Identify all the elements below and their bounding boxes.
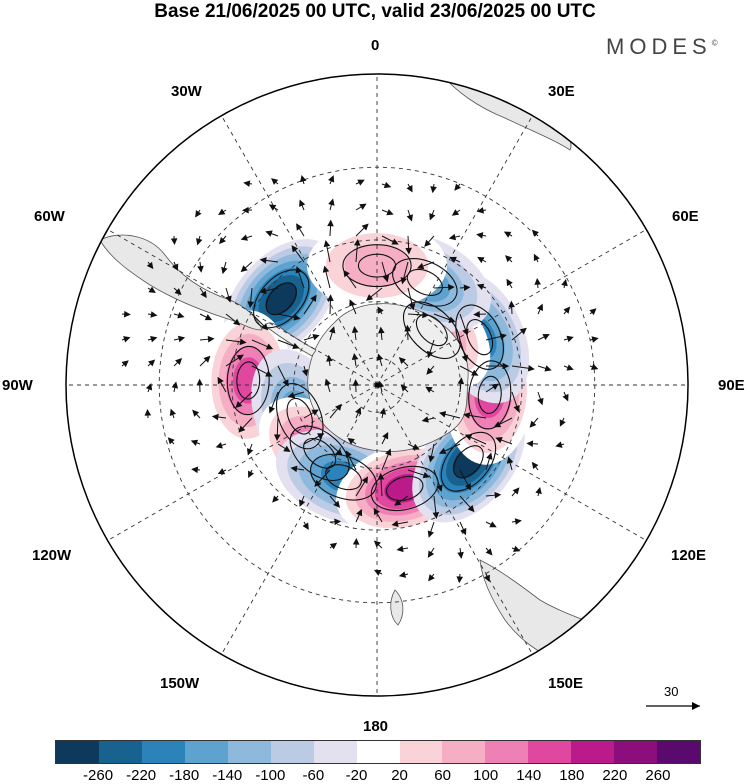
colorbar-tick-label: 140	[516, 767, 541, 784]
colorbar-swatch	[357, 741, 400, 763]
lon-label-90e: 90E	[718, 377, 745, 394]
lon-label-90w: 90W	[2, 377, 33, 394]
colorbar-tick-label: 60	[434, 767, 451, 784]
lon-label-30e: 30E	[548, 83, 575, 100]
lon-label-150e: 150E	[548, 675, 583, 692]
arrow-right-icon	[646, 702, 700, 710]
colorbar-tick-label: -140	[212, 767, 242, 784]
colorbar-swatch	[400, 741, 443, 763]
colorbar-swatch	[571, 741, 614, 763]
colorbar-swatch	[442, 741, 485, 763]
colorbar-swatch	[142, 741, 185, 763]
colorbar-swatch	[485, 741, 528, 763]
lon-label-0: 0	[371, 37, 379, 54]
colorbar-swatch	[185, 741, 228, 763]
colorbar	[55, 740, 701, 764]
colorbar-tick-label: -220	[126, 767, 156, 784]
colorbar-tick-label: -180	[169, 767, 199, 784]
colorbar-swatch	[99, 741, 142, 763]
lon-label-180: 180	[363, 718, 388, 735]
colorbar-tick-label: -100	[255, 767, 285, 784]
colorbar-swatch	[271, 741, 314, 763]
colorbar-swatch	[528, 741, 571, 763]
colorbar-tick-label: 220	[602, 767, 627, 784]
lon-label-150w: 150W	[160, 675, 199, 692]
colorbar-swatch	[657, 741, 700, 763]
wind-reference-label: 30	[664, 684, 678, 699]
colorbar-tick-label: -20	[346, 767, 368, 784]
colorbar-tick-label: 260	[645, 767, 670, 784]
colorbar-tick-label: 20	[391, 767, 408, 784]
south-pole-marker	[375, 383, 380, 388]
lon-label-60e: 60E	[672, 208, 699, 225]
colorbar-tick-label: 180	[559, 767, 584, 784]
colorbar-tick-label: 100	[473, 767, 498, 784]
colorbar-swatch	[314, 741, 357, 763]
colorbar-swatch	[614, 741, 657, 763]
colorbar-swatch	[228, 741, 271, 763]
colorbar-swatch	[56, 741, 99, 763]
lon-label-60w: 60W	[34, 208, 65, 225]
colorbar-tick-label: -260	[83, 767, 113, 784]
colorbar-tick-label: -60	[303, 767, 325, 784]
lon-label-120w: 120W	[32, 547, 71, 564]
lon-label-30w: 30W	[171, 83, 202, 100]
lon-label-120e: 120E	[671, 547, 706, 564]
